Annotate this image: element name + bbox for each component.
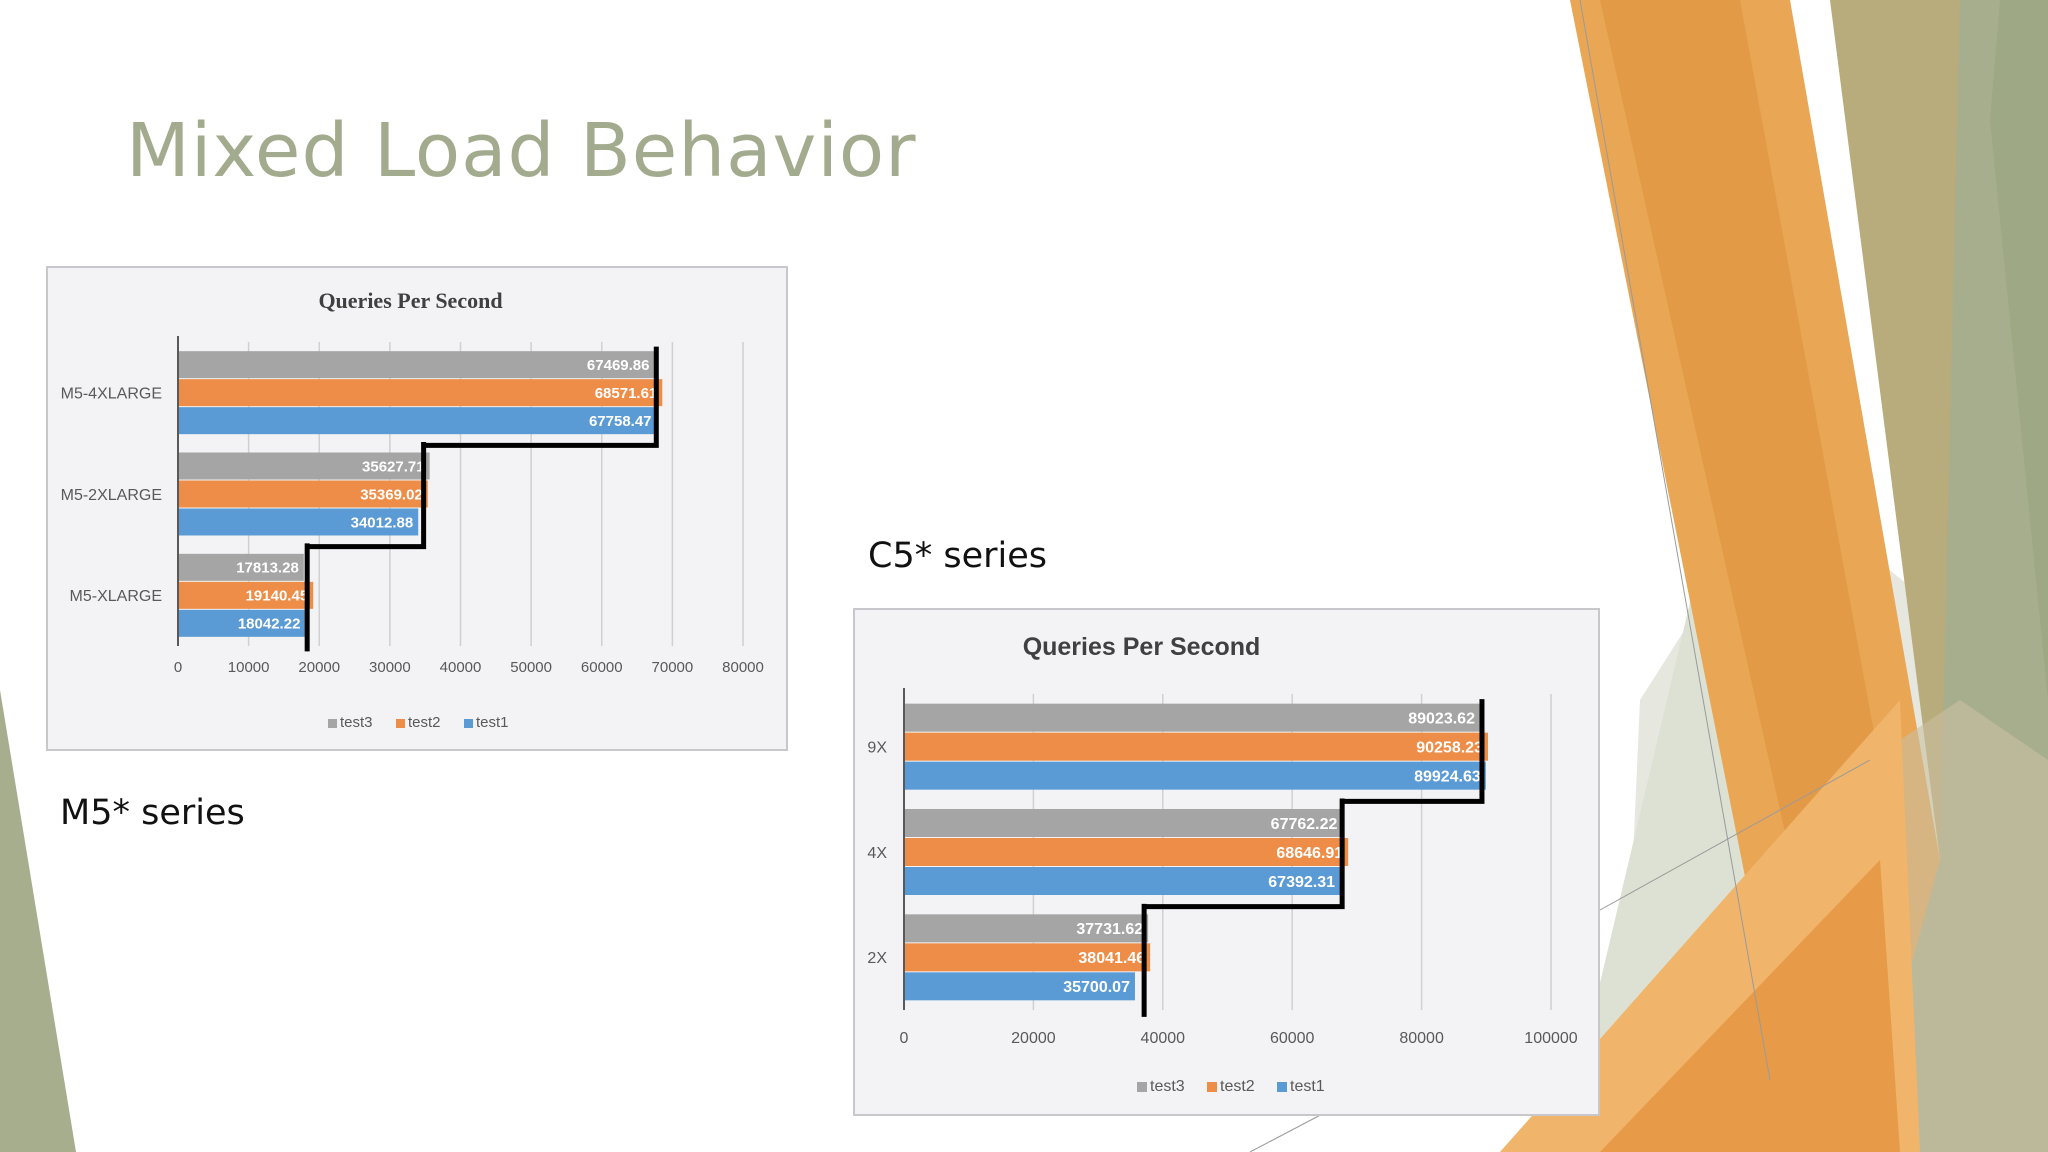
- m5-chart-svg: Queries Per Second 67469.86 68571.61 67758.…: [61, 288, 764, 731]
- x-tick-label: 0: [174, 659, 182, 676]
- data-label: 35369.02: [360, 486, 423, 503]
- legend-swatch-test1: [464, 719, 473, 728]
- data-label: 68571.61: [595, 385, 658, 402]
- x-tick-label: 10000: [228, 659, 270, 676]
- legend-swatch-test3: [1137, 1082, 1147, 1092]
- data-label: 89924.63: [1414, 768, 1481, 785]
- legend-label: test1: [476, 714, 509, 731]
- x-tick-label: 30000: [369, 659, 411, 676]
- x-tick-label: 70000: [652, 659, 694, 676]
- bar-test1: [904, 761, 1486, 790]
- chart-title: Queries Per Second: [1023, 633, 1261, 661]
- x-tick-label: 40000: [1141, 1030, 1186, 1047]
- data-label: 67392.31: [1268, 874, 1335, 891]
- data-label: 34012.88: [351, 514, 414, 531]
- data-label: 19140.45: [246, 588, 309, 605]
- data-label: 18042.22: [238, 616, 301, 633]
- thin-line-2: [1599, 759, 1871, 911]
- data-label: 35700.07: [1063, 979, 1130, 996]
- x-tick-label: 20000: [298, 659, 340, 676]
- bar-test1: [904, 972, 1135, 1001]
- c5-chart: Queries Per Second 89023.62 90258.23 89924.…: [853, 608, 1600, 1116]
- legend-label: test3: [340, 714, 373, 731]
- x-tick-label: 50000: [510, 659, 552, 676]
- bar-test2: [178, 480, 428, 508]
- x-tick-label: 80000: [722, 659, 764, 676]
- data-label: 35627.71: [362, 458, 425, 475]
- x-tick-label: 80000: [1399, 1030, 1444, 1047]
- bar-test3: [904, 809, 1343, 837]
- legend-swatch-test1: [1277, 1082, 1287, 1092]
- data-label: 37731.62: [1076, 921, 1143, 938]
- x-tick-label: 60000: [1270, 1030, 1315, 1047]
- data-label: 68646.91: [1276, 845, 1343, 862]
- x-tick-label: 0: [900, 1030, 909, 1047]
- bar-test3: [904, 703, 1480, 732]
- bar-test1: [178, 407, 657, 435]
- bar-test1: [904, 867, 1341, 895]
- x-tick-label: 40000: [440, 659, 482, 676]
- category-label: 9X: [867, 739, 887, 756]
- x-tick-label: 60000: [581, 659, 623, 676]
- c5-chart-svg: Queries Per Second 89023.62 90258.23 89924.…: [867, 633, 1577, 1095]
- bar-test2: [904, 732, 1488, 761]
- category-label: M5-2XLARGE: [61, 487, 162, 504]
- legend-label: test3: [1150, 1078, 1185, 1095]
- data-label: 90258.23: [1416, 739, 1483, 756]
- bar-test2: [904, 838, 1349, 866]
- data-label: 17813.28: [236, 560, 299, 577]
- bar-test3: [904, 914, 1149, 943]
- m5-series-caption: M5* series: [60, 793, 245, 833]
- bar-test3: [178, 351, 655, 379]
- bar-test1: [178, 508, 419, 536]
- right-orange-top: [1600, 0, 1890, 900]
- category-label: 2X: [867, 950, 887, 967]
- bar-test1: [178, 609, 306, 637]
- data-label: 89023.62: [1408, 710, 1475, 727]
- data-label: 67762.22: [1271, 816, 1338, 833]
- category-label: 4X: [867, 845, 887, 862]
- left-olive-shape: [0, 690, 76, 1152]
- data-label: 67469.86: [587, 357, 650, 374]
- thin-line-1: [1579, 0, 1771, 1081]
- bottom-orange-wedge-2: [1600, 860, 1900, 1152]
- step-line: [1141, 699, 1485, 1017]
- category-label: M5-4XLARGE: [61, 385, 162, 402]
- data-label: 38041.46: [1078, 950, 1145, 967]
- step-line: [304, 346, 659, 652]
- legend-swatch-test3: [328, 719, 337, 728]
- bar-test3: [178, 553, 304, 581]
- m5-chart: Queries Per Second 67469.86 68571.61 67758.…: [46, 266, 788, 751]
- legend-label: test1: [1290, 1078, 1325, 1095]
- x-tick-label: 100000: [1524, 1030, 1577, 1047]
- bar-test2: [904, 943, 1151, 972]
- bar-test3: [178, 452, 430, 480]
- c5-series-caption: C5* series: [868, 536, 1047, 576]
- legend-swatch-test2: [1207, 1082, 1217, 1092]
- bar-test2: [178, 379, 663, 407]
- x-tick-label: 20000: [1011, 1030, 1056, 1047]
- category-label: M5-XLARGE: [70, 588, 162, 605]
- data-label: 67758.47: [589, 413, 652, 430]
- legend-label: test2: [408, 714, 441, 731]
- chart-title: Queries Per Second: [318, 288, 502, 313]
- thin-line-3: [1249, 1109, 1331, 1152]
- legend-swatch-test2: [396, 719, 405, 728]
- slide-title: Mixed Load Behavior: [126, 108, 917, 194]
- bar-test2: [178, 581, 314, 609]
- legend-label: test2: [1220, 1078, 1255, 1095]
- right-olive-panel-2: [1990, 0, 2048, 700]
